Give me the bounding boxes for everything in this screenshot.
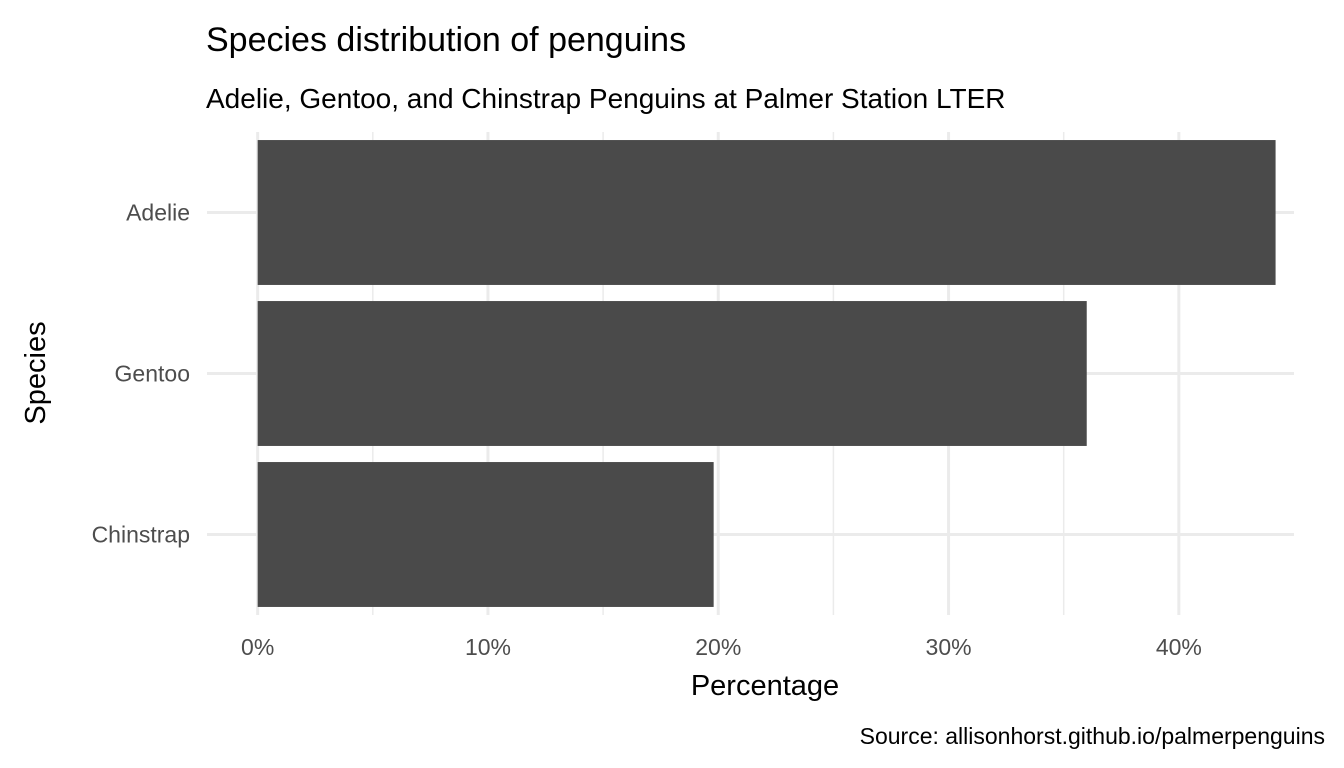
x-axis-label: Percentage bbox=[691, 670, 839, 702]
y-tick-label: Adelie bbox=[126, 200, 190, 226]
x-tick-label: 20% bbox=[695, 634, 741, 660]
y-tick-label: Gentoo bbox=[115, 361, 190, 387]
chart-caption: Source: allisonhorst.github.io/palmerpen… bbox=[860, 723, 1325, 749]
chart-subtitle: Adelie, Gentoo, and Chinstrap Penguins a… bbox=[206, 83, 1006, 114]
x-tick-label: 0% bbox=[241, 634, 274, 660]
y-axis-label: Species bbox=[20, 321, 52, 424]
chart-title: Species distribution of penguins bbox=[206, 21, 686, 59]
x-tick-label: 30% bbox=[926, 634, 972, 660]
x-tick-label: 10% bbox=[465, 634, 511, 660]
bars bbox=[257, 140, 1276, 607]
bar-adelie bbox=[257, 140, 1276, 285]
x-tick-label: 40% bbox=[1156, 634, 1202, 660]
y-tick-label: Chinstrap bbox=[92, 522, 190, 548]
bar-gentoo bbox=[257, 301, 1087, 446]
y-tick-labels: Adelie Gentoo Chinstrap bbox=[92, 200, 190, 548]
bar-chinstrap bbox=[257, 462, 714, 607]
x-tick-labels: 0% 10% 20% 30% 40% bbox=[241, 634, 1202, 660]
